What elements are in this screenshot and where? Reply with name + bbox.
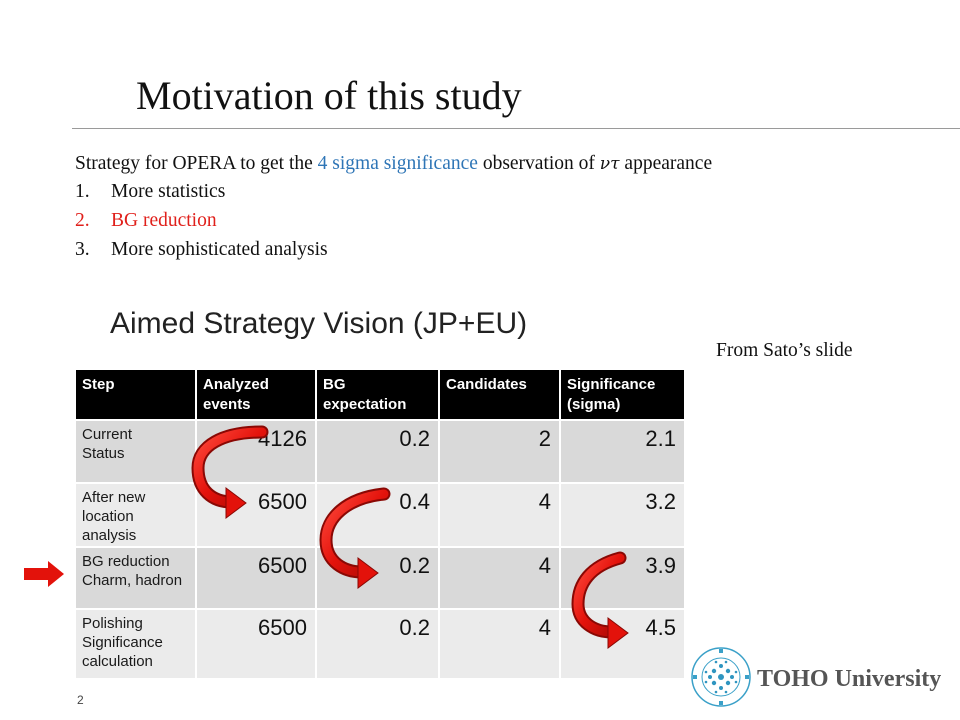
- table-cell-significance: 3.9: [645, 553, 676, 578]
- table-header-cell: Analyzed events: [197, 370, 317, 419]
- left-pointer-arrow-icon: [24, 561, 64, 587]
- source-note: From Sato’s slide: [716, 340, 853, 361]
- table-cell-candidates: 4: [440, 484, 561, 548]
- strategy-table: Step Analyzed events BG expectation Cand…: [76, 370, 684, 678]
- table-cell-analyzed: 4126: [197, 421, 317, 484]
- table-cell-candidates: 2: [440, 421, 561, 484]
- list-item-text: BG reduction: [111, 210, 217, 231]
- page-number: 2: [77, 693, 84, 707]
- list-item-text: More sophisticated analysis: [111, 239, 328, 260]
- list-item: 3. More sophisticated analysis: [75, 235, 328, 264]
- table-header-row: Step Analyzed events BG expectation Cand…: [76, 370, 684, 419]
- table-header-cell: BG expectation: [317, 370, 440, 419]
- table-header-cell: Significance (sigma): [567, 376, 656, 413]
- table-cell-step: Current Status: [76, 421, 197, 484]
- table-cell-analyzed: 6500: [197, 610, 317, 678]
- table-cell-candidates: 4: [440, 610, 561, 678]
- list-item-number: 1.: [75, 181, 90, 202]
- table-header-cell: Step: [76, 370, 197, 419]
- table-cell-significance: 3.2: [645, 489, 676, 514]
- vision-title: Aimed Strategy Vision (JP+EU): [110, 307, 528, 340]
- table-cell-bg: 0.2: [317, 421, 440, 484]
- table-cell-step: BG reduction Charm, hadron: [76, 548, 197, 610]
- slide-title: Motivation of this study: [136, 73, 522, 118]
- table-cell-bg: 0.2: [317, 548, 440, 610]
- table-row: Current Status 4126 0.2 2 2.1: [76, 419, 684, 484]
- strategy-intro-prefix: Strategy for OPERA to get the: [75, 153, 318, 174]
- table-cell-significance: 4.5: [645, 615, 676, 640]
- strategy-intro-highlight: 4 sigma significance: [317, 153, 478, 174]
- table-header-cell: Candidates: [440, 370, 561, 419]
- table-row: BG reduction Charm, hadron 6500 0.2 4 3.…: [76, 546, 684, 610]
- university-name: TOHO University: [757, 666, 942, 692]
- title-divider: [72, 128, 960, 129]
- list-item-text: More statistics: [111, 181, 226, 202]
- table-cell-significance: 2.1: [645, 426, 676, 451]
- table-cell-analyzed: 6500: [197, 484, 317, 548]
- list-item-number: 3.: [75, 239, 90, 260]
- table-row: After new location analysis 6500 0.4 4 3…: [76, 482, 684, 548]
- strategy-list: 1. More statistics 2. BG reduction 3. More …: [75, 177, 328, 264]
- table-cell-bg: 0.2: [317, 610, 440, 678]
- table-cell-step: Polishing Significance calculation: [76, 610, 197, 678]
- table-cell-step: After new location analysis: [76, 484, 197, 548]
- strategy-intro-suffix: appearance: [619, 153, 713, 174]
- list-item: 1. More statistics: [75, 177, 328, 206]
- table-row: Polishing Significance calculation 6500 …: [76, 608, 684, 678]
- nu-tau-symbol: ντ: [599, 154, 620, 174]
- table-cell-bg: 0.4: [317, 484, 440, 548]
- table-cell-analyzed: 6500: [197, 548, 317, 610]
- toho-seal-logo: [691, 647, 751, 707]
- list-item: 2. BG reduction: [75, 206, 328, 235]
- strategy-intro: Strategy for OPERA to get the 4 sigma si…: [75, 150, 712, 178]
- list-item-number: 2.: [75, 210, 90, 231]
- strategy-intro-middle: observation of: [477, 153, 600, 174]
- table-cell-candidates: 4: [440, 548, 561, 610]
